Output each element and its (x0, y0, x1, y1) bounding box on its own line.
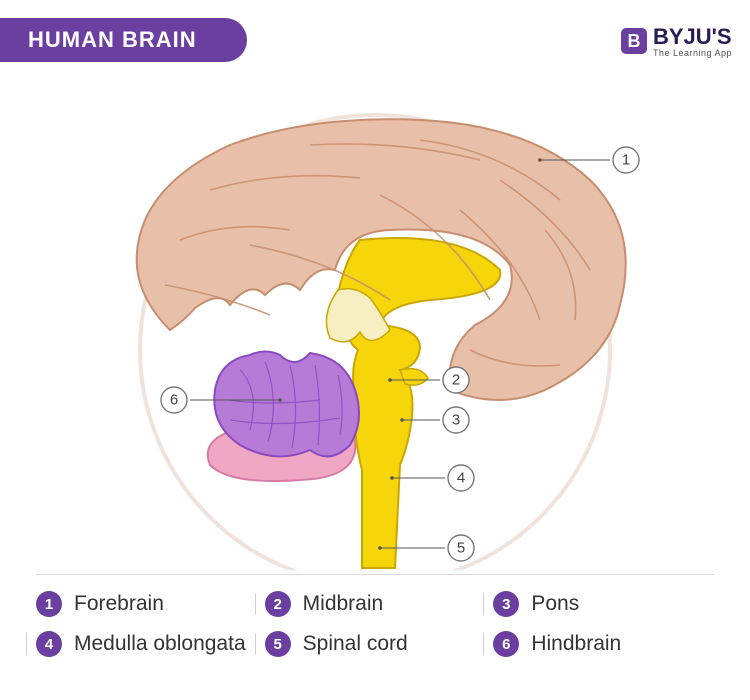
header: HUMAN BRAIN B BYJU'S The Learning App (0, 18, 750, 62)
brand-name: BYJU'S (653, 24, 732, 49)
brand-tagline: The Learning App (653, 48, 732, 58)
svg-text:2: 2 (452, 372, 460, 389)
brand-text: BYJU'S The Learning App (653, 24, 732, 58)
legend-item-6: 6 Hindbrain (493, 631, 714, 657)
svg-text:6: 6 (170, 392, 178, 409)
legend-num-6: 6 (493, 631, 519, 657)
legend-num-3: 3 (493, 591, 519, 617)
legend: 1 Forebrain 2 Midbrain 3 Pons 4 Medulla oblonga… (36, 574, 714, 657)
legend-label-6: Hindbrain (531, 632, 621, 656)
legend-item-2: 2 Midbrain (265, 591, 486, 617)
page-title: HUMAN BRAIN (28, 27, 197, 53)
legend-num-2: 2 (265, 591, 291, 617)
legend-label-4: Medulla oblongata (74, 632, 246, 656)
brain-diagram: 1 2 3 4 5 6 (0, 70, 750, 570)
svg-text:4: 4 (457, 470, 465, 487)
title-badge: HUMAN BRAIN (0, 18, 247, 62)
legend-item-3: 3 Pons (493, 591, 714, 617)
brand-b-icon: B (621, 28, 647, 54)
brand-logo: B BYJU'S The Learning App (621, 24, 732, 58)
legend-label-2: Midbrain (303, 592, 384, 616)
legend-item-4: 4 Medulla oblongata (36, 631, 257, 657)
svg-text:1: 1 (622, 152, 630, 169)
legend-grid: 1 Forebrain 2 Midbrain 3 Pons 4 Medulla oblonga… (36, 591, 714, 657)
legend-divider (36, 574, 714, 575)
legend-item-1: 1 Forebrain (36, 591, 257, 617)
legend-num-4: 4 (36, 631, 62, 657)
legend-num-5: 5 (265, 631, 291, 657)
legend-label-1: Forebrain (74, 592, 164, 616)
legend-label-5: Spinal cord (303, 632, 408, 656)
brain-svg: 1 2 3 4 5 6 (0, 70, 750, 570)
legend-label-3: Pons (531, 592, 579, 616)
legend-num-1: 1 (36, 591, 62, 617)
svg-text:5: 5 (457, 540, 465, 557)
svg-text:3: 3 (452, 412, 460, 429)
legend-item-5: 5 Spinal cord (265, 631, 486, 657)
